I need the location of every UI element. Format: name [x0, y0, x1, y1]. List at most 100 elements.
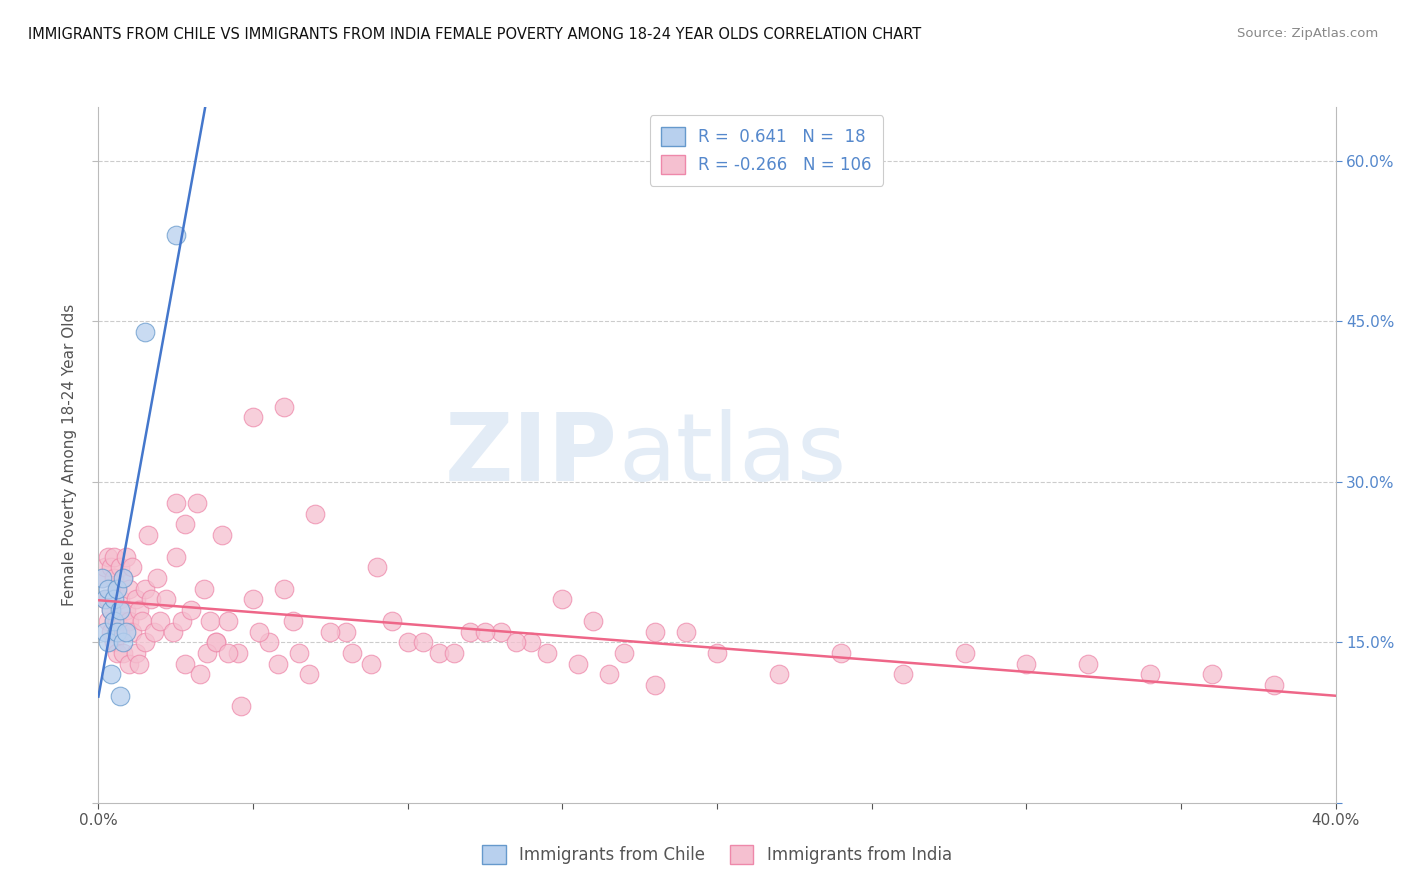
- Point: [381, 614, 404, 628]
- Point: [105, 614, 128, 628]
- Point: [100, 603, 122, 617]
- Point: [128, 657, 150, 671]
- Point: [131, 614, 153, 628]
- Point: [229, 699, 252, 714]
- Point: [174, 657, 197, 671]
- Point: [162, 624, 184, 639]
- Point: [340, 646, 363, 660]
- Point: [128, 603, 150, 617]
- Text: IMMIGRANTS FROM CHILE VS IMMIGRANTS FROM INDIA FEMALE POVERTY AMONG 18-24 YEAR O: IMMIGRANTS FROM CHILE VS IMMIGRANTS FROM…: [28, 27, 921, 42]
- Point: [97, 635, 120, 649]
- Point: [242, 592, 264, 607]
- Point: [112, 614, 135, 628]
- Point: [891, 667, 914, 681]
- Point: [174, 517, 197, 532]
- Point: [273, 582, 295, 596]
- Point: [186, 496, 208, 510]
- Point: [112, 635, 135, 649]
- Point: [1201, 667, 1223, 681]
- Point: [139, 592, 162, 607]
- Point: [193, 582, 215, 596]
- Point: [105, 582, 128, 596]
- Point: [105, 582, 128, 596]
- Point: [108, 592, 131, 607]
- Point: [205, 635, 228, 649]
- Point: [100, 624, 122, 639]
- Point: [675, 624, 697, 639]
- Point: [304, 507, 326, 521]
- Point: [536, 646, 558, 660]
- Point: [205, 635, 228, 649]
- Point: [257, 635, 280, 649]
- Point: [458, 624, 481, 639]
- Point: [118, 657, 141, 671]
- Point: [396, 635, 419, 649]
- Point: [146, 571, 169, 585]
- Point: [474, 624, 496, 639]
- Point: [443, 646, 465, 660]
- Point: [613, 646, 636, 660]
- Point: [644, 678, 666, 692]
- Point: [165, 228, 187, 243]
- Point: [551, 592, 574, 607]
- Point: [108, 560, 131, 574]
- Point: [567, 657, 589, 671]
- Y-axis label: Female Poverty Among 18-24 Year Olds: Female Poverty Among 18-24 Year Olds: [62, 304, 77, 606]
- Point: [180, 603, 202, 617]
- Point: [100, 603, 122, 617]
- Point: [90, 571, 112, 585]
- Point: [366, 560, 388, 574]
- Point: [112, 571, 135, 585]
- Point: [112, 646, 135, 660]
- Point: [505, 635, 527, 649]
- Point: [134, 325, 156, 339]
- Point: [97, 614, 120, 628]
- Point: [489, 624, 512, 639]
- Point: [165, 549, 187, 564]
- Point: [112, 571, 135, 585]
- Point: [118, 582, 141, 596]
- Point: [644, 624, 666, 639]
- Point: [93, 592, 115, 607]
- Point: [134, 635, 156, 649]
- Point: [93, 592, 115, 607]
- Point: [121, 560, 143, 574]
- Point: [103, 635, 125, 649]
- Text: Source: ZipAtlas.com: Source: ZipAtlas.com: [1237, 27, 1378, 40]
- Point: [198, 614, 221, 628]
- Point: [103, 549, 125, 564]
- Point: [155, 592, 177, 607]
- Point: [90, 571, 112, 585]
- Point: [124, 646, 146, 660]
- Point: [93, 560, 115, 574]
- Point: [97, 582, 120, 596]
- Point: [93, 624, 115, 639]
- Point: [108, 689, 131, 703]
- Point: [134, 582, 156, 596]
- Point: [121, 624, 143, 639]
- Point: [412, 635, 434, 649]
- Point: [267, 657, 290, 671]
- Point: [103, 592, 125, 607]
- Point: [1139, 667, 1161, 681]
- Point: [97, 592, 120, 607]
- Text: atlas: atlas: [619, 409, 846, 501]
- Point: [768, 667, 790, 681]
- Point: [360, 657, 382, 671]
- Point: [170, 614, 193, 628]
- Point: [520, 635, 543, 649]
- Point: [283, 614, 305, 628]
- Point: [288, 646, 311, 660]
- Point: [105, 646, 128, 660]
- Point: [242, 410, 264, 425]
- Point: [165, 496, 187, 510]
- Point: [195, 646, 218, 660]
- Point: [217, 614, 239, 628]
- Point: [1263, 678, 1285, 692]
- Point: [97, 549, 120, 564]
- Point: [1077, 657, 1099, 671]
- Point: [427, 646, 450, 660]
- Point: [115, 603, 138, 617]
- Point: [105, 624, 128, 639]
- Point: [706, 646, 728, 660]
